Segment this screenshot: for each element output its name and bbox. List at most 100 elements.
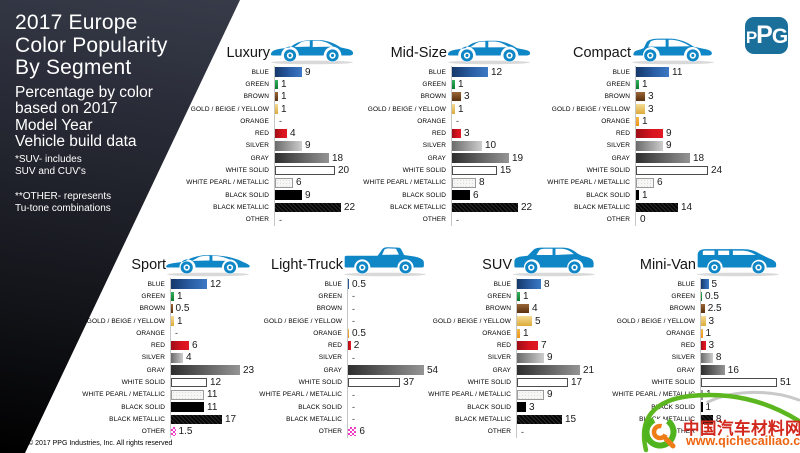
row-label: BLACK SOLID	[225, 191, 269, 199]
bar-value: 20	[338, 165, 350, 177]
bar-value: 3	[648, 91, 654, 103]
row-label: BLACK METALLIC	[213, 203, 269, 211]
row-label: BLACK METALLIC	[639, 415, 695, 423]
bar-value: 1	[281, 78, 287, 90]
color-row-blue: BLUE 5	[594, 278, 800, 291]
row-label: BLUE	[493, 280, 511, 288]
bar-gray	[636, 153, 690, 163]
compact-hatchback-icon	[631, 38, 715, 65]
color-row-gray: GRAY 21	[410, 364, 642, 377]
bar-value: 9	[547, 352, 553, 364]
bar-gold	[452, 104, 455, 114]
bar-value: -	[352, 402, 355, 413]
bar-value: 3	[648, 103, 654, 115]
bar-value: 14	[681, 201, 693, 213]
bar-white-pearl	[452, 178, 476, 188]
bar-value: 18	[332, 152, 344, 164]
bar-white-pearl	[171, 390, 204, 400]
bar-value: 0.5	[175, 303, 190, 315]
bar-black-metallic	[275, 202, 341, 213]
bar-value: 21	[583, 364, 595, 376]
bar-value: 1	[642, 115, 648, 127]
color-row-white-solid: WHITE SOLID 37	[241, 376, 473, 389]
bar-value: 5	[535, 315, 541, 327]
segment-chart-light-truck: Light-Truck BLUE 0.5 GREEN - BROWN - GOLD / BEI…	[241, 240, 473, 438]
color-row-gray: GRAY 54	[241, 364, 473, 377]
bar-blue	[701, 279, 709, 289]
bar-black-metallic	[701, 414, 713, 425]
row-label: OTHER	[318, 428, 342, 436]
color-row-other: OTHER -	[168, 213, 400, 226]
bar-value: 1	[705, 401, 712, 413]
watermark-site-url: www.qichecailiao.com	[686, 434, 800, 448]
mid-size-sedan-icon	[447, 40, 531, 65]
row-label: ORANGE	[666, 329, 695, 337]
row-label: BLACK SOLID	[467, 403, 511, 411]
bar-value: 11	[672, 66, 683, 78]
bar-value: 51	[780, 377, 792, 389]
color-row-blue: BLUE 12	[345, 66, 577, 79]
row-label: BLUE	[612, 68, 630, 76]
bar-brown	[171, 303, 173, 314]
color-row-black-metallic: BLACK METALLIC 22	[168, 201, 400, 214]
row-label: WHITE PEARL / METALLIC	[82, 391, 165, 399]
color-row-silver: SILVER 8	[594, 351, 800, 365]
color-row-brown: BROWN 3	[529, 90, 761, 103]
bar-value: 9	[547, 389, 553, 401]
bar-red	[517, 340, 538, 351]
color-row-black-solid: BLACK SOLID 9	[168, 188, 400, 202]
bar-brown	[452, 91, 461, 102]
color-row-orange: ORANGE -	[64, 327, 296, 340]
color-row-orange: ORANGE -	[345, 115, 577, 128]
row-label: BROWN	[420, 93, 446, 101]
color-row-gold: GOLD / BEIGE / YELLOW 3	[594, 314, 800, 328]
segment-title: Compact	[572, 45, 631, 61]
color-row-other: OTHER 1.5	[64, 425, 296, 438]
bar-value: 3	[464, 128, 470, 140]
bar-green	[636, 79, 639, 90]
bar-value: 0.5	[352, 327, 366, 339]
color-row-orange: ORANGE 0.5	[241, 327, 473, 340]
bar-white-solid	[452, 165, 497, 176]
row-label: SILVER	[606, 142, 630, 150]
row-label: RED	[680, 342, 695, 350]
row-label: ORANGE	[136, 329, 165, 337]
bar-value: 54	[427, 364, 439, 376]
bar-gold	[517, 316, 532, 326]
row-label: WHITE PEARL / METALLIC	[363, 179, 446, 187]
row-label: GREEN	[245, 80, 269, 88]
bar-value: 9	[305, 189, 311, 201]
bar-white-pearl	[275, 178, 293, 188]
bar-blue	[275, 67, 302, 77]
segment-chart-luxury: Luxury BLUE 9 GREEN 1 BROWN 1 GOLD / BEIGE / YE…	[168, 28, 400, 226]
color-row-silver: SILVER 4	[64, 351, 296, 365]
color-row-black-metallic: BLACK METALLIC 15	[410, 413, 642, 426]
bar-red	[636, 128, 663, 139]
row-label: RED	[615, 130, 630, 138]
bar-value: 1	[458, 103, 464, 115]
color-row-red: RED 4	[168, 127, 400, 140]
row-label: WHITE PEARL / METALLIC	[259, 391, 342, 399]
color-row-gold: GOLD / BEIGE / YELLOW 1	[64, 314, 296, 328]
bar-value: 0.5	[352, 278, 366, 290]
bar-value: 1	[281, 103, 287, 115]
row-label: BLUE	[251, 68, 269, 76]
row-label: BROWN	[316, 305, 342, 313]
row-label: BLACK METALLIC	[390, 203, 446, 211]
row-label: GREEN	[606, 80, 630, 88]
row-label: SILVER	[487, 354, 511, 362]
row-label: GREEN	[671, 292, 695, 300]
color-row-other: OTHER -	[345, 213, 577, 226]
bar-value: 6	[359, 426, 365, 438]
bar-green	[701, 291, 702, 302]
color-row-black-metallic: BLACK METALLIC 22	[345, 201, 577, 214]
bar-gray	[171, 365, 240, 375]
bar-value: -	[352, 291, 355, 302]
subtitle-line: based on 2017	[15, 100, 118, 117]
color-row-other: OTHER -	[410, 425, 642, 438]
bar-white-solid	[171, 377, 207, 388]
row-label: RED	[496, 342, 511, 350]
bar-gold	[171, 316, 174, 326]
row-label: GRAY	[611, 154, 630, 162]
segment-chart-suv: SUV BLUE 8 GREEN 1 BROWN 4 GOLD / BEIGE / YELLO…	[410, 240, 642, 438]
